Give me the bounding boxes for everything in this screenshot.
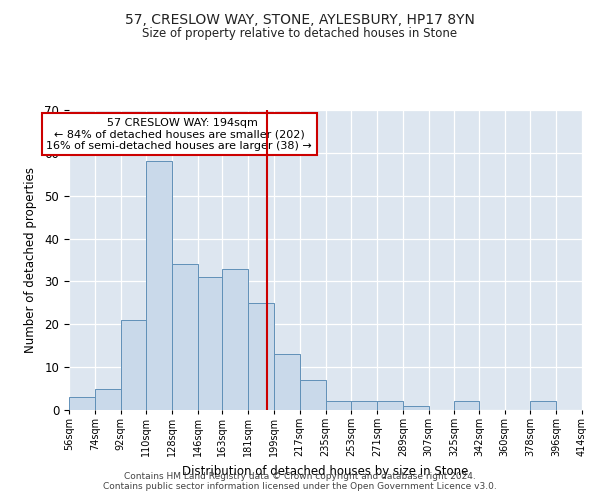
Bar [198, 277, 223, 410]
Text: Contains HM Land Registry data © Crown copyright and database right 2024.: Contains HM Land Registry data © Crown c… [124, 472, 476, 481]
Bar [274, 354, 300, 410]
Bar [121, 320, 146, 410]
Bar [69, 397, 95, 410]
Bar [146, 162, 172, 410]
Bar [351, 402, 377, 410]
Bar [172, 264, 198, 410]
Text: Contains public sector information licensed under the Open Government Licence v3: Contains public sector information licen… [103, 482, 497, 491]
Bar [454, 402, 479, 410]
Text: 57 CRESLOW WAY: 194sqm
← 84% of detached houses are smaller (202)
16% of semi-de: 57 CRESLOW WAY: 194sqm ← 84% of detached… [46, 118, 312, 150]
Bar [377, 402, 403, 410]
Text: Size of property relative to detached houses in Stone: Size of property relative to detached ho… [142, 28, 458, 40]
Bar [300, 380, 326, 410]
X-axis label: Distribution of detached houses by size in Stone: Distribution of detached houses by size … [182, 464, 469, 477]
Bar [325, 402, 351, 410]
Bar [223, 268, 248, 410]
Text: 57, CRESLOW WAY, STONE, AYLESBURY, HP17 8YN: 57, CRESLOW WAY, STONE, AYLESBURY, HP17 … [125, 12, 475, 26]
Bar [530, 402, 556, 410]
Bar [248, 303, 274, 410]
Y-axis label: Number of detached properties: Number of detached properties [25, 167, 37, 353]
Bar [403, 406, 428, 410]
Bar [95, 388, 121, 410]
